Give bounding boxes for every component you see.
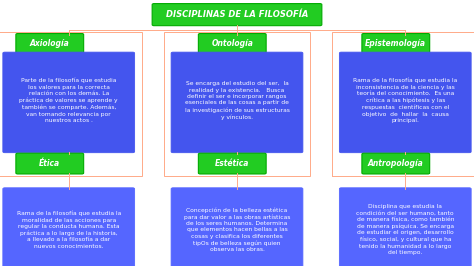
FancyBboxPatch shape: [171, 52, 303, 153]
Text: Ontología: Ontología: [211, 39, 253, 48]
Text: DISCIPLINAS DE LA FILOSOFÍA: DISCIPLINAS DE LA FILOSOFÍA: [166, 10, 308, 19]
Text: Rama de la filosofía que estudia la
moralidad de las acciones para
regular la co: Rama de la filosofía que estudia la mora…: [17, 211, 121, 249]
FancyBboxPatch shape: [198, 34, 266, 54]
Text: Disciplina que estudia la
condición del ser humano, tanto
de manera física, como: Disciplina que estudia la condición del …: [356, 204, 454, 255]
FancyBboxPatch shape: [339, 52, 471, 153]
FancyBboxPatch shape: [198, 153, 266, 174]
Text: Estética: Estética: [215, 159, 249, 168]
Text: Ética: Ética: [39, 159, 60, 168]
Text: Parte de la filosofía que estudia
los valores para la correcta
relación con los : Parte de la filosofía que estudia los va…: [19, 78, 118, 123]
FancyBboxPatch shape: [16, 153, 83, 174]
FancyBboxPatch shape: [3, 188, 135, 266]
FancyBboxPatch shape: [16, 34, 83, 54]
FancyBboxPatch shape: [3, 52, 135, 153]
Text: Rama de la filosofía que estudia la
inconsistencia de la ciencia y las
teoría de: Rama de la filosofía que estudia la inco…: [353, 78, 457, 123]
FancyBboxPatch shape: [171, 188, 303, 266]
FancyBboxPatch shape: [362, 34, 429, 54]
Text: Axiología: Axiología: [30, 39, 70, 48]
Text: Concepción de la belleza estética
para dar valor a las obras artísticas
de los s: Concepción de la belleza estética para d…: [184, 207, 290, 252]
Text: Epistemología: Epistemología: [365, 39, 426, 48]
FancyBboxPatch shape: [339, 188, 471, 266]
Text: Se encarga del estudio del ser,  la
realidad y la existencia.   Busca
definir el: Se encarga del estudio del ser, la reali…: [184, 81, 290, 120]
Text: Antropología: Antropología: [368, 159, 424, 168]
FancyBboxPatch shape: [362, 153, 429, 174]
FancyBboxPatch shape: [152, 4, 322, 26]
